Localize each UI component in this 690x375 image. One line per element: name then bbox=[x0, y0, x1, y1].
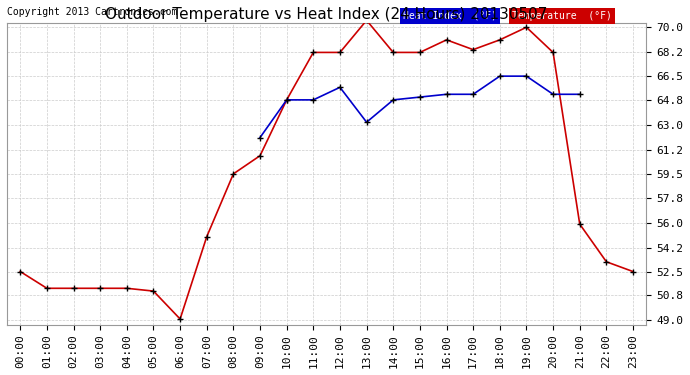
Text: Heat Index  (°F): Heat Index (°F) bbox=[404, 10, 497, 21]
Text: Copyright 2013 Cartronics.com: Copyright 2013 Cartronics.com bbox=[7, 7, 177, 17]
Title: Outdoor Temperature vs Heat Index (24 Hours) 20130507: Outdoor Temperature vs Heat Index (24 Ho… bbox=[106, 7, 548, 22]
Text: Temperature  (°F): Temperature (°F) bbox=[512, 10, 612, 21]
